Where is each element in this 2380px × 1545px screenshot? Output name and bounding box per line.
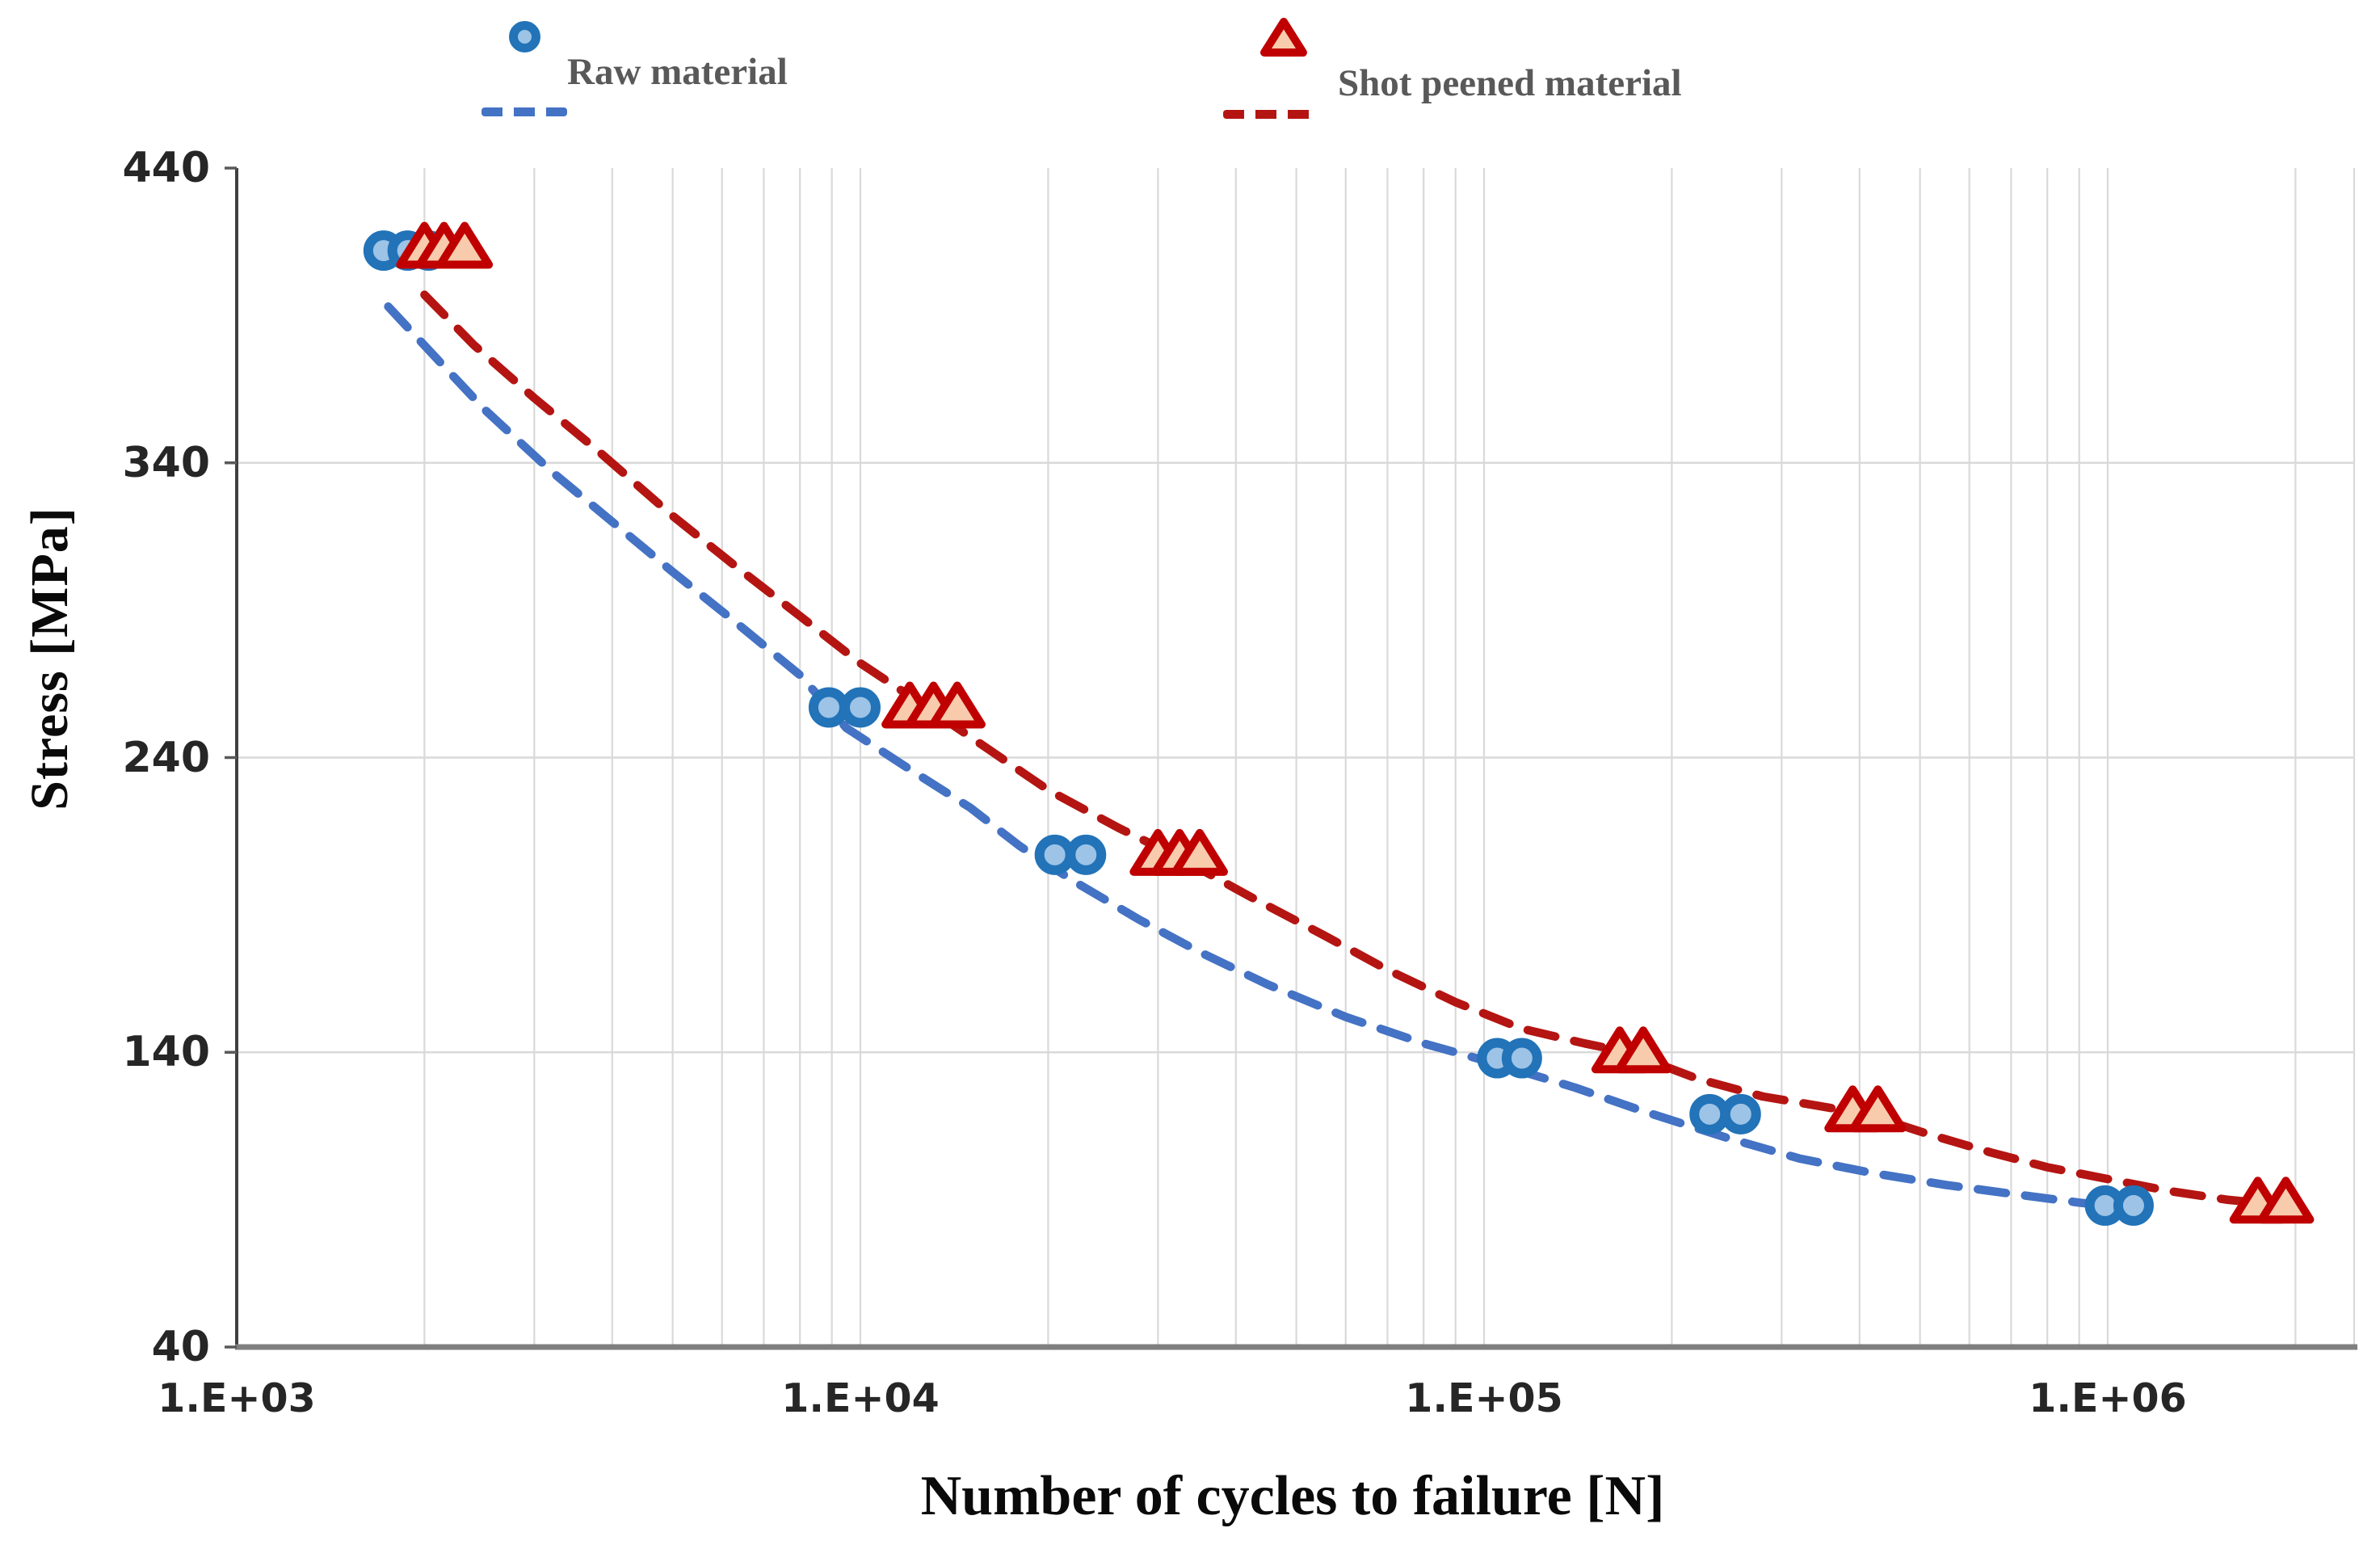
gridlines (237, 168, 2356, 1347)
y-tick-label: 440 (122, 144, 210, 192)
y-tick-label: 240 (122, 733, 210, 782)
data-point-raw (1501, 1038, 1542, 1079)
y-tick-label: 40 (151, 1323, 210, 1371)
y-axis-title: Stress [MPa] (20, 507, 79, 810)
data-point-raw (1689, 1093, 1730, 1135)
data-point-shot (436, 221, 494, 269)
y-tick-label: 340 (122, 438, 210, 487)
data-point-shot (2257, 1177, 2315, 1224)
x-tick-label: 1.E+05 (1405, 1375, 1563, 1421)
data-point-shot (1615, 1026, 1672, 1074)
axes-lines (225, 166, 2357, 1350)
data-point-raw (1066, 834, 1107, 875)
circle-marker-icon (509, 21, 540, 53)
data-point-shot (928, 681, 986, 729)
data-point-raw (808, 687, 849, 728)
x-tick-label: 1.E+04 (781, 1375, 940, 1421)
legend-label-raw: Raw material (567, 51, 788, 93)
data-point-raw (840, 687, 881, 728)
data-point-raw (1034, 834, 1075, 875)
dashed-line-sample-shot (1223, 110, 1318, 119)
x-tick-label: 1.E+03 (158, 1375, 316, 1421)
x-axis-title: Number of cycles to failure [N] (920, 1465, 1665, 1527)
data-point-raw (2113, 1185, 2154, 1226)
trend-curve-raw (384, 302, 2138, 1213)
x-tick-label: 1.E+06 (2029, 1375, 2187, 1421)
dashed-line-sample-raw (481, 107, 567, 116)
trend-curves (384, 290, 2290, 1213)
data-points (363, 221, 2315, 1226)
data-point-raw (1720, 1093, 1761, 1135)
data-point-shot (1849, 1085, 1907, 1133)
y-tick-label: 140 (122, 1028, 210, 1077)
trend-curve-shot (420, 290, 2290, 1210)
data-point-shot (1171, 828, 1229, 876)
legend-label-shot: Shot peened material (1338, 62, 1682, 104)
